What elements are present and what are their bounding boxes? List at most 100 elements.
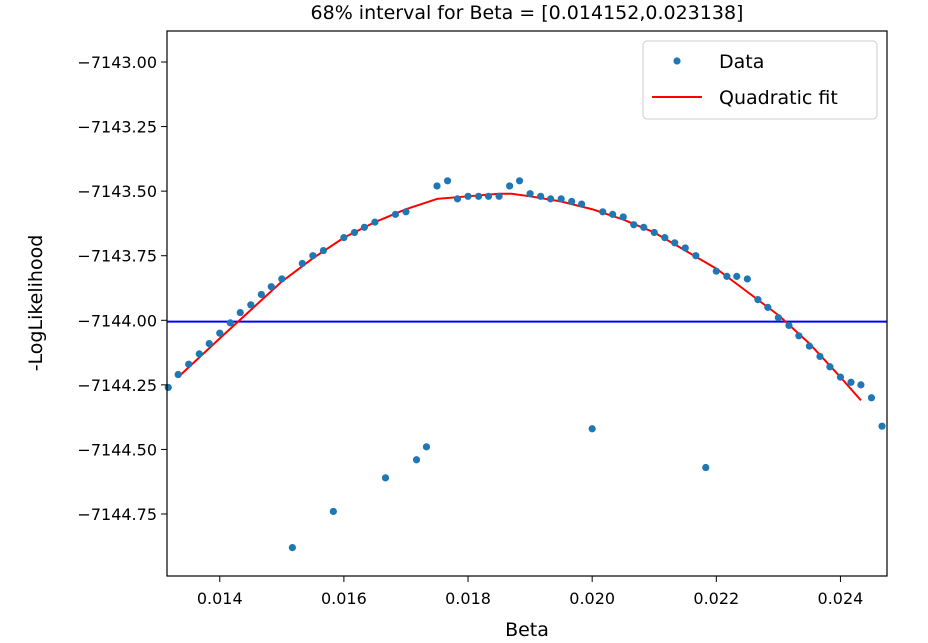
x-tick-label: 0.018	[445, 589, 491, 608]
data-point	[391, 210, 400, 218]
y-tick-label: −7144.25	[77, 376, 157, 395]
data-point	[754, 296, 762, 304]
data-point	[412, 456, 421, 464]
data-point	[537, 192, 545, 200]
data-point	[526, 190, 534, 198]
data-point	[878, 422, 886, 430]
data-point	[360, 223, 368, 231]
data-point	[319, 246, 328, 255]
data-point	[298, 259, 306, 268]
data-point	[681, 244, 689, 252]
y-tick-label: −7143.25	[77, 118, 157, 137]
y-tick-label: −7144.75	[77, 505, 157, 524]
legend: Data Quadratic fit	[642, 40, 878, 120]
x-tick-label: 0.022	[693, 589, 739, 608]
data-point	[464, 192, 472, 200]
data-point	[847, 378, 855, 386]
chart-title: 68% interval for Beta = [0.014152,0.0231…	[311, 2, 744, 24]
data-points-layer	[164, 177, 886, 552]
data-point	[340, 234, 348, 242]
x-tick-label: 0.024	[818, 589, 864, 608]
legend-data-marker	[673, 57, 681, 65]
data-point	[205, 339, 213, 348]
x-tick-label: 0.014	[197, 589, 243, 608]
data-point	[506, 182, 514, 190]
data-point	[484, 192, 493, 200]
quadratic-fit-line	[177, 192, 862, 402]
data-point	[257, 290, 265, 299]
data-point	[743, 275, 751, 283]
x-tick-label: 0.016	[321, 589, 367, 608]
data-point	[867, 394, 876, 402]
data-point	[609, 210, 617, 218]
data-point	[764, 303, 772, 311]
data-point	[226, 319, 234, 327]
y-tick-label: −7144.00	[77, 311, 157, 330]
data-point	[857, 381, 865, 389]
data-point	[453, 195, 462, 203]
data-point	[381, 474, 390, 482]
data-point	[630, 221, 638, 229]
data-point	[774, 314, 782, 322]
data-point	[568, 197, 576, 206]
data-point	[733, 272, 741, 280]
data-point	[805, 342, 814, 350]
data-point	[309, 252, 317, 260]
data-point	[371, 218, 379, 226]
data-point	[267, 283, 275, 291]
data-point	[661, 234, 669, 242]
data-point	[588, 425, 596, 433]
legend-fit-label: Quadratic fit	[719, 87, 838, 109]
data-point	[402, 208, 410, 216]
data-point	[723, 272, 731, 280]
data-point	[546, 195, 555, 203]
data-point	[640, 223, 648, 231]
data-point	[671, 239, 679, 247]
data-point	[236, 308, 244, 317]
legend-data-label: Data	[719, 51, 764, 73]
data-point	[557, 195, 565, 203]
data-point	[247, 301, 255, 309]
data-point	[650, 228, 658, 237]
data-point	[329, 507, 337, 516]
data-point	[433, 182, 441, 190]
data-point	[495, 192, 503, 200]
plot-area	[164, 30, 888, 577]
data-point	[836, 373, 845, 381]
data-point	[422, 443, 431, 451]
x-tick-label: 0.020	[569, 589, 615, 608]
y-axis-label: -LogLikelihood	[25, 235, 47, 372]
data-point	[288, 543, 296, 552]
data-point	[712, 267, 720, 275]
y-tick-label: −7143.75	[77, 247, 157, 266]
data-point	[195, 350, 203, 358]
data-point	[692, 252, 700, 260]
y-tick-label: −7143.00	[77, 53, 157, 72]
data-point	[826, 363, 834, 371]
data-point	[578, 200, 586, 208]
data-point	[785, 321, 793, 330]
data-point	[443, 177, 452, 185]
legend-box	[642, 40, 878, 120]
data-point	[702, 463, 710, 472]
plot-background	[167, 31, 887, 576]
data-point	[185, 360, 193, 368]
data-point	[515, 177, 524, 185]
data-point	[795, 332, 803, 340]
data-point	[350, 228, 359, 237]
fit-line-layer	[177, 192, 862, 402]
data-point	[278, 275, 286, 283]
data-point	[174, 370, 182, 379]
data-point	[619, 213, 627, 221]
data-point	[816, 352, 824, 361]
data-point	[599, 208, 607, 216]
y-axis-ticks: −7143.00 −7143.25 −7143.50 −7143.75 −7144.00…	[77, 53, 167, 524]
y-tick-label: −7144.50	[77, 440, 157, 459]
x-axis-ticks: 0.014 0.016 0.018 0.020 0.022 0.024	[197, 576, 864, 608]
data-point	[216, 329, 224, 337]
plot-frame	[166, 30, 888, 577]
x-axis-label: Beta	[505, 619, 549, 641]
data-point	[474, 192, 483, 200]
